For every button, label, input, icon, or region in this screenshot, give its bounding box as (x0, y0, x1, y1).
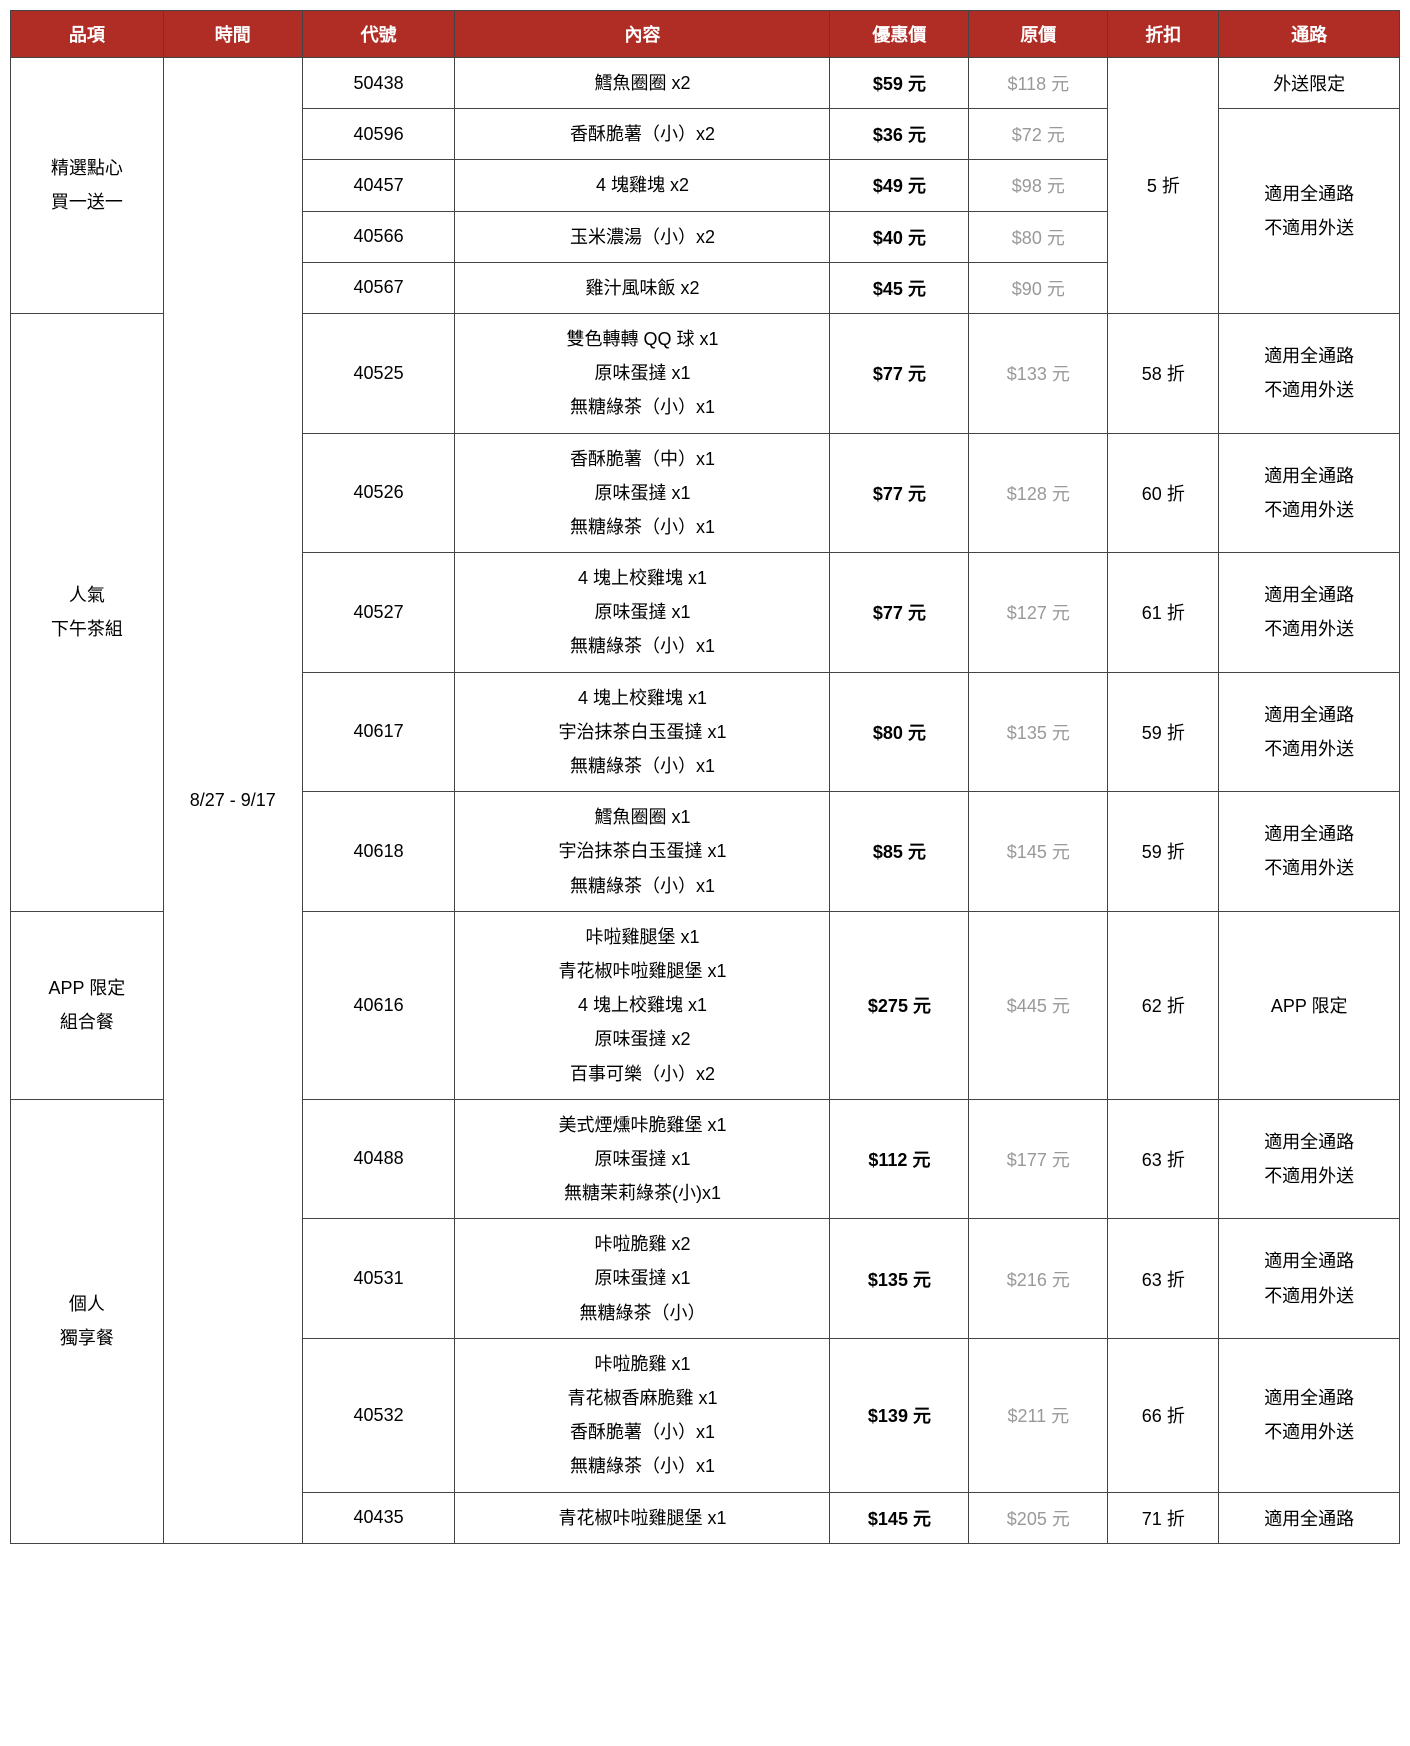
orig-cell: $127 元 (969, 553, 1108, 673)
code-cell: 40617 (302, 672, 455, 792)
channel-cell: 適用全通路 不適用外送 (1219, 553, 1400, 673)
code-cell: 40616 (302, 911, 455, 1099)
code-cell: 40532 (302, 1338, 455, 1492)
col-orig: 原價 (969, 11, 1108, 58)
orig-cell: $133 元 (969, 313, 1108, 433)
sale-cell: $59 元 (830, 58, 969, 109)
content-cell: 鱈魚圈圈 x1 宇治抹茶白玉蛋撻 x1 無糖綠茶（小）x1 (455, 792, 830, 912)
channel-cell: 適用全通路 不適用外送 (1219, 313, 1400, 433)
sale-cell: $275 元 (830, 911, 969, 1099)
content-cell: 4 塊上校雞塊 x1 原味蛋撻 x1 無糖綠茶（小）x1 (455, 553, 830, 673)
channel-cell: 適用全通路 不適用外送 (1219, 433, 1400, 553)
orig-cell: $128 元 (969, 433, 1108, 553)
channel-cell: 適用全通路 不適用外送 (1219, 1099, 1400, 1219)
sale-cell: $80 元 (830, 672, 969, 792)
code-cell: 40566 (302, 211, 455, 262)
discount-cell: 63 折 (1108, 1099, 1219, 1219)
content-cell: 香酥脆薯（中）x1 原味蛋撻 x1 無糖綠茶（小）x1 (455, 433, 830, 553)
orig-cell: $211 元 (969, 1338, 1108, 1492)
header-row: 品項 時間 代號 內容 優惠價 原價 折扣 通路 (11, 11, 1400, 58)
code-cell: 40596 (302, 109, 455, 160)
code-cell: 40525 (302, 313, 455, 433)
content-cell: 鱈魚圈圈 x2 (455, 58, 830, 109)
category-cell: 個人 獨享餐 (11, 1099, 164, 1543)
code-cell: 40526 (302, 433, 455, 553)
discount-cell: 60 折 (1108, 433, 1219, 553)
channel-cell: 適用全通路 不適用外送 (1219, 672, 1400, 792)
orig-cell: $205 元 (969, 1492, 1108, 1543)
code-cell: 40527 (302, 553, 455, 673)
discount-cell: 58 折 (1108, 313, 1219, 433)
period-cell: 8/27 - 9/17 (163, 58, 302, 1544)
sale-cell: $77 元 (830, 433, 969, 553)
code-cell: 50438 (302, 58, 455, 109)
sale-cell: $112 元 (830, 1099, 969, 1219)
category-cell: APP 限定 組合餐 (11, 911, 164, 1099)
col-sale: 優惠價 (830, 11, 969, 58)
channel-cell: 適用全通路 不適用外送 (1219, 1219, 1400, 1339)
discount-cell: 5 折 (1108, 58, 1219, 314)
orig-cell: $177 元 (969, 1099, 1108, 1219)
code-cell: 40435 (302, 1492, 455, 1543)
sale-cell: $85 元 (830, 792, 969, 912)
category-cell: 人氣 下午茶組 (11, 313, 164, 911)
promo-table: 品項 時間 代號 內容 優惠價 原價 折扣 通路 精選點心 買一送一 8/27 … (10, 10, 1400, 1544)
code-cell: 40457 (302, 160, 455, 211)
discount-cell: 63 折 (1108, 1219, 1219, 1339)
content-cell: 雞汁風味飯 x2 (455, 262, 830, 313)
content-cell: 青花椒咔啦雞腿堡 x1 (455, 1492, 830, 1543)
sale-cell: $135 元 (830, 1219, 969, 1339)
code-cell: 40488 (302, 1099, 455, 1219)
sale-cell: $77 元 (830, 313, 969, 433)
discount-cell: 59 折 (1108, 672, 1219, 792)
channel-cell: 適用全通路 不適用外送 (1219, 109, 1400, 314)
sale-cell: $49 元 (830, 160, 969, 211)
channel-cell: APP 限定 (1219, 911, 1400, 1099)
code-cell: 40567 (302, 262, 455, 313)
channel-cell: 外送限定 (1219, 58, 1400, 109)
sale-cell: $45 元 (830, 262, 969, 313)
col-discount: 折扣 (1108, 11, 1219, 58)
code-cell: 40531 (302, 1219, 455, 1339)
col-content: 內容 (455, 11, 830, 58)
orig-cell: $135 元 (969, 672, 1108, 792)
discount-cell: 62 折 (1108, 911, 1219, 1099)
orig-cell: $98 元 (969, 160, 1108, 211)
channel-cell: 適用全通路 (1219, 1492, 1400, 1543)
content-cell: 咔啦脆雞 x1 青花椒香麻脆雞 x1 香酥脆薯（小）x1 無糖綠茶（小）x1 (455, 1338, 830, 1492)
sale-cell: $40 元 (830, 211, 969, 262)
content-cell: 4 塊上校雞塊 x1 宇治抹茶白玉蛋撻 x1 無糖綠茶（小）x1 (455, 672, 830, 792)
discount-cell: 59 折 (1108, 792, 1219, 912)
sale-cell: $77 元 (830, 553, 969, 673)
content-cell: 雙色轉轉 QQ 球 x1 原味蛋撻 x1 無糖綠茶（小）x1 (455, 313, 830, 433)
channel-cell: 適用全通路 不適用外送 (1219, 1338, 1400, 1492)
col-channel: 通路 (1219, 11, 1400, 58)
col-category: 品項 (11, 11, 164, 58)
orig-cell: $80 元 (969, 211, 1108, 262)
orig-cell: $216 元 (969, 1219, 1108, 1339)
content-cell: 香酥脆薯（小）x2 (455, 109, 830, 160)
col-period: 時間 (163, 11, 302, 58)
table-row: 精選點心 買一送一 8/27 - 9/17 50438 鱈魚圈圈 x2 $59 … (11, 58, 1400, 109)
sale-cell: $139 元 (830, 1338, 969, 1492)
discount-cell: 71 折 (1108, 1492, 1219, 1543)
content-cell: 咔啦脆雞 x2 原味蛋撻 x1 無糖綠茶（小） (455, 1219, 830, 1339)
content-cell: 咔啦雞腿堡 x1 青花椒咔啦雞腿堡 x1 4 塊上校雞塊 x1 原味蛋撻 x2 … (455, 911, 830, 1099)
orig-cell: $90 元 (969, 262, 1108, 313)
code-cell: 40618 (302, 792, 455, 912)
discount-cell: 61 折 (1108, 553, 1219, 673)
orig-cell: $118 元 (969, 58, 1108, 109)
channel-cell: 適用全通路 不適用外送 (1219, 792, 1400, 912)
col-code: 代號 (302, 11, 455, 58)
orig-cell: $445 元 (969, 911, 1108, 1099)
content-cell: 美式煙燻咔脆雞堡 x1 原味蛋撻 x1 無糖茉莉綠茶(小)x1 (455, 1099, 830, 1219)
content-cell: 4 塊雞塊 x2 (455, 160, 830, 211)
orig-cell: $72 元 (969, 109, 1108, 160)
sale-cell: $36 元 (830, 109, 969, 160)
category-cell: 精選點心 買一送一 (11, 58, 164, 314)
orig-cell: $145 元 (969, 792, 1108, 912)
discount-cell: 66 折 (1108, 1338, 1219, 1492)
sale-cell: $145 元 (830, 1492, 969, 1543)
content-cell: 玉米濃湯（小）x2 (455, 211, 830, 262)
